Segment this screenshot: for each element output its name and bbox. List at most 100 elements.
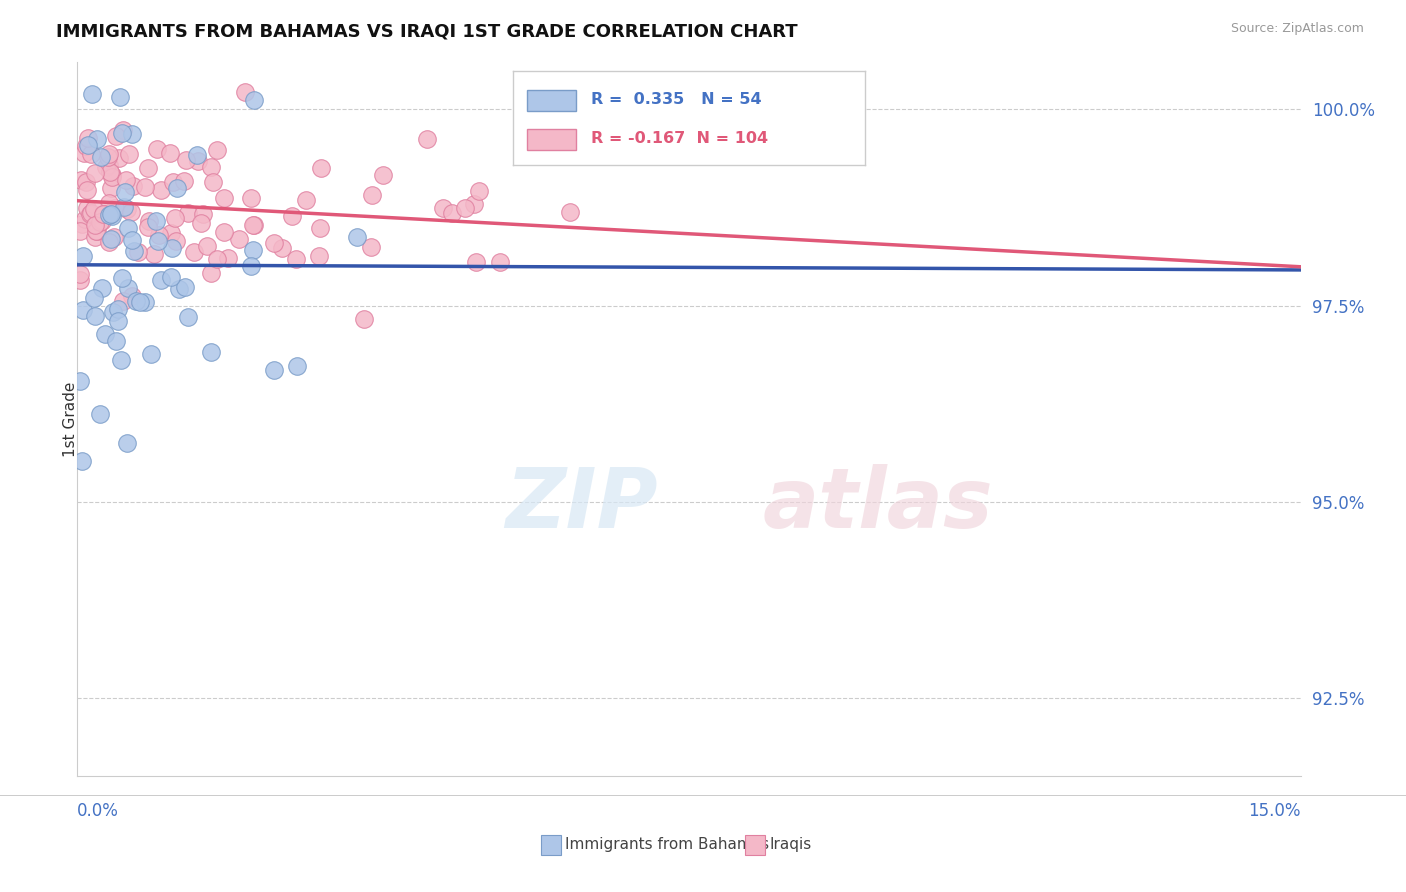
Point [86,224,108,238]
Point [353,312,375,326]
Point [89,407,111,421]
Point [69,224,91,238]
Point [284,252,307,266]
Point [416,132,439,146]
Point [118,146,141,161]
Point [100,165,122,179]
Point [149,273,172,287]
Point [148,228,170,243]
Point [104,201,127,215]
Point [100,209,122,223]
Point [371,169,394,183]
Point [173,280,195,294]
Point [96,160,118,174]
Point [159,270,181,285]
Point [242,243,264,257]
Point [162,175,184,189]
Point [270,241,292,255]
Point [83,202,105,217]
Point [115,172,138,186]
Point [346,230,368,244]
Point [80,87,103,101]
Point [69,374,91,388]
Point [287,359,309,373]
Point [97,235,120,249]
Point [70,218,93,232]
Point [160,241,183,255]
Point [76,201,98,215]
Point [90,150,112,164]
Point [101,168,124,182]
Point [200,345,222,359]
Point [100,232,122,246]
Point [138,213,160,227]
Point [488,255,510,269]
Point [110,353,132,368]
Point [190,216,212,230]
Point [117,281,139,295]
Point [240,259,263,273]
Point [166,181,188,195]
Point [360,240,382,254]
Point [84,224,107,238]
Point [83,230,105,244]
Point [91,281,114,295]
FancyBboxPatch shape [527,129,576,150]
Text: Iraqis: Iraqis [769,838,811,852]
Point [177,310,200,325]
Point [98,158,121,172]
Point [191,207,214,221]
Point [200,160,222,174]
Point [98,207,121,221]
Text: Source: ZipAtlas.com: Source: ZipAtlas.com [1230,22,1364,36]
Point [112,200,135,214]
Point [128,295,150,310]
Text: ZIP: ZIP [506,465,658,545]
Point [281,209,304,223]
Point [163,211,186,225]
Point [141,347,163,361]
Point [69,267,91,281]
FancyBboxPatch shape [527,90,576,111]
Point [115,436,138,450]
Point [122,244,145,259]
Point [294,193,316,207]
Point [127,244,149,259]
Point [98,196,121,211]
Point [311,161,333,175]
Point [84,219,107,233]
Point [176,206,198,220]
Point [441,206,464,220]
Point [465,255,488,269]
Point [134,180,156,194]
Text: 0.0%: 0.0% [77,802,120,820]
Point [70,172,93,186]
Point [212,191,235,205]
Point [159,145,181,160]
Point [84,309,107,323]
Point [134,294,156,309]
Point [202,175,225,189]
Point [112,294,135,309]
Point [122,179,145,194]
Point [309,220,332,235]
Point [94,327,117,342]
Point [110,126,132,140]
Point [242,93,264,107]
Point [468,184,491,198]
Point [159,226,181,240]
Point [217,251,239,265]
Point [114,185,136,199]
Point [72,303,94,318]
Point [308,249,330,263]
Point [143,247,166,261]
Point [107,302,129,317]
Point [233,85,256,99]
Point [79,207,101,221]
Point [121,289,143,303]
Point [243,219,266,233]
Point [121,233,143,247]
Text: IMMIGRANTS FROM BAHAMAS VS IRAQI 1ST GRADE CORRELATION CHART: IMMIGRANTS FROM BAHAMAS VS IRAQI 1ST GRA… [56,22,797,40]
Point [212,225,235,239]
Point [200,266,222,280]
